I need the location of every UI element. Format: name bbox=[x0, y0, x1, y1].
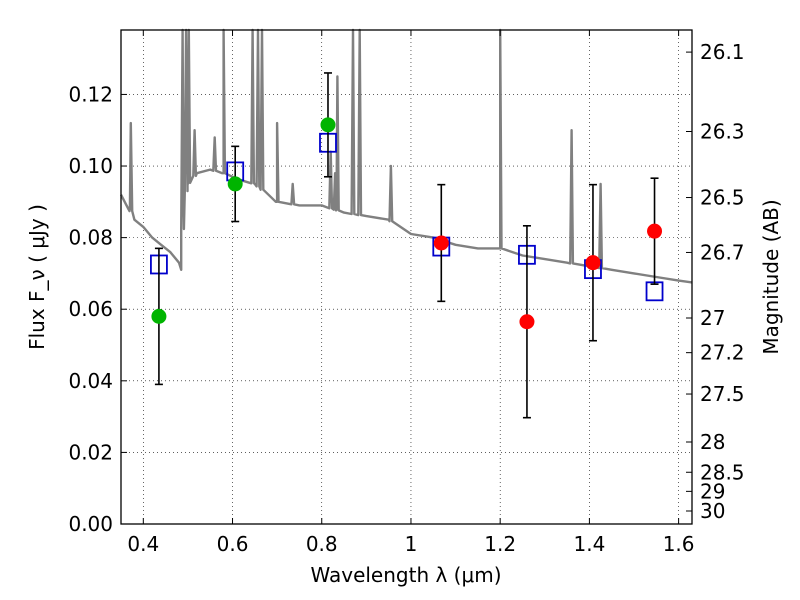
mag-tick-label: 28 bbox=[700, 430, 725, 454]
y-tick-label: 0.06 bbox=[68, 297, 113, 321]
green-data-point bbox=[227, 176, 243, 192]
y-tick-label: 0.02 bbox=[68, 440, 113, 464]
plot-frame bbox=[120, 29, 693, 525]
mag-tick-label: 26.1 bbox=[700, 40, 745, 64]
plot-area bbox=[119, 28, 693, 419]
model-spectrum-line bbox=[119, 28, 693, 284]
y2-axis-label: Magnitude (AB) bbox=[759, 199, 783, 354]
mag-tick-label: 27.2 bbox=[700, 341, 745, 365]
x-tick-label: 0.4 bbox=[127, 532, 159, 556]
y-tick-label: 0.00 bbox=[68, 512, 113, 536]
red-data-point bbox=[585, 255, 601, 271]
x-tick-label: 1.4 bbox=[573, 532, 605, 556]
mag-tick-label: 28.5 bbox=[700, 460, 745, 484]
green-data-point bbox=[151, 308, 167, 324]
y-tick-label: 0.10 bbox=[68, 154, 113, 178]
mag-tick-label: 26.7 bbox=[700, 240, 745, 264]
y-tick-label: 0.12 bbox=[68, 82, 113, 106]
y-tick-label: 0.08 bbox=[68, 226, 113, 250]
x-tick-label: 0.6 bbox=[217, 532, 249, 556]
mag-tick-label: 26.3 bbox=[700, 119, 745, 143]
mag-tick-label: 27 bbox=[700, 306, 725, 330]
x-tick-label: 1.2 bbox=[484, 532, 516, 556]
green-data-point bbox=[320, 117, 336, 133]
x-tick-label: 0.8 bbox=[306, 532, 338, 556]
y-tick-label: 0.04 bbox=[68, 369, 113, 393]
mag-tick-label: 26.5 bbox=[700, 186, 745, 210]
mag-tick-label: 30 bbox=[700, 499, 725, 523]
x-axis-label: Wavelength λ (μm) bbox=[310, 563, 501, 587]
mag-tick-label: 27.5 bbox=[700, 382, 745, 406]
red-data-point bbox=[519, 314, 535, 330]
y-axis-label: Flux F_ν ( μJy ) bbox=[25, 204, 49, 350]
red-data-point bbox=[647, 223, 663, 239]
red-data-point bbox=[433, 235, 449, 251]
mag-tick-label: 29 bbox=[700, 479, 725, 503]
axes: 0.4 0.6 0.8 1 1.2 1.4 1.6 0.00 0.02 0.04 0.06 0.08 0… bbox=[68, 30, 745, 556]
x-tick-label: 1.6 bbox=[663, 532, 695, 556]
x-tick-label: 1 bbox=[405, 532, 418, 556]
